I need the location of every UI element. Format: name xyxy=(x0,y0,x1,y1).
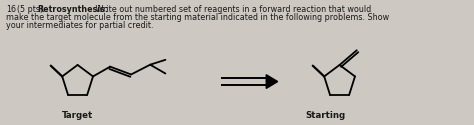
Text: Retrosynthesis:: Retrosynthesis: xyxy=(37,5,109,14)
Text: Starting: Starting xyxy=(305,111,346,120)
Text: 16: 16 xyxy=(6,5,16,14)
Text: make the target molecule from the starting material indicated in the following p: make the target molecule from the starti… xyxy=(6,13,389,22)
Polygon shape xyxy=(266,75,278,88)
Text: (5 pts): (5 pts) xyxy=(17,5,45,14)
Text: your intermediates for partial credit.: your intermediates for partial credit. xyxy=(6,21,154,30)
Text: Write out numbered set of reagents in a forward reaction that would: Write out numbered set of reagents in a … xyxy=(93,5,371,14)
Text: Target: Target xyxy=(62,111,93,120)
